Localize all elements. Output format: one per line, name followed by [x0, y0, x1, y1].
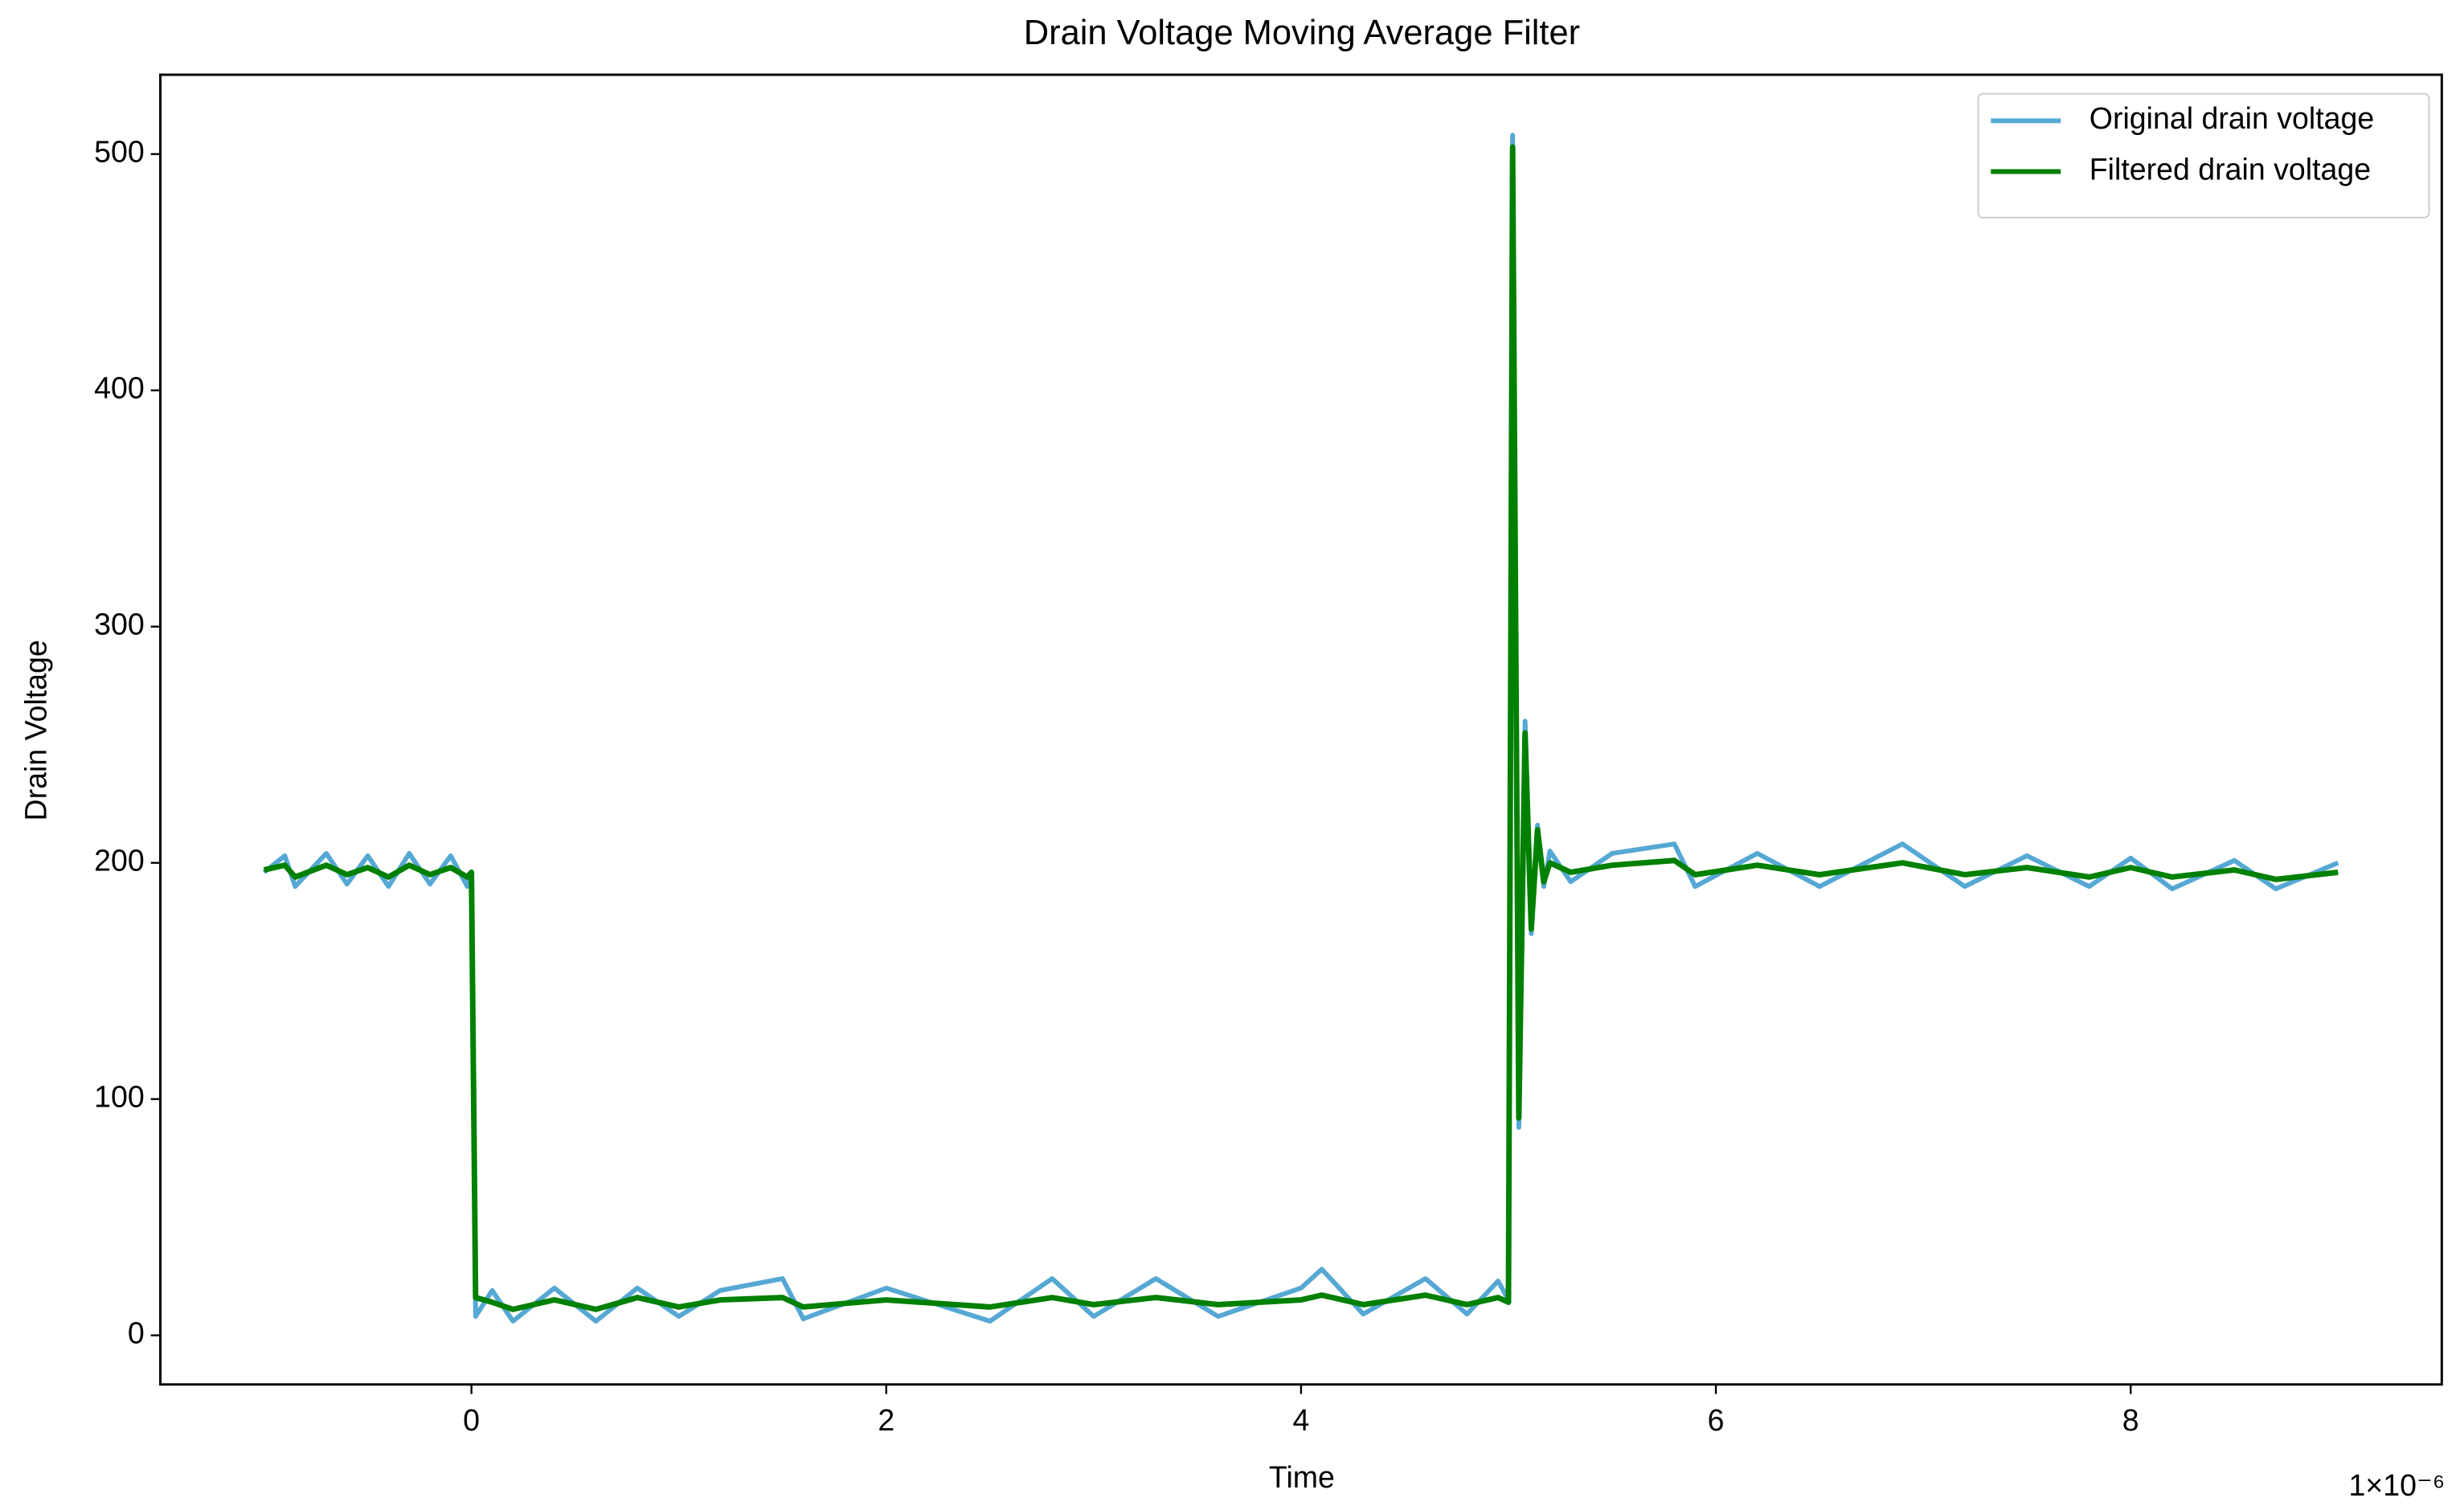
x-tick-label: 4: [1292, 1403, 1309, 1437]
chart-title: Drain Voltage Moving Average Filter: [1024, 14, 1580, 52]
legend-label: Filtered drain voltage: [2089, 152, 2371, 186]
series-line: [263, 144, 2339, 1312]
y-tick-label: 200: [94, 844, 145, 878]
x-offset-label: 1×10⁻⁶: [2349, 1468, 2446, 1502]
x-tick-label: 0: [463, 1403, 480, 1437]
plot-frame: [159, 73, 2443, 1386]
x-axis-label: Time: [1269, 1460, 1335, 1494]
y-tick-label: 500: [94, 135, 145, 169]
x-tick-label: 2: [878, 1403, 894, 1437]
y-tick-label: 300: [94, 608, 145, 641]
legend-box: [1977, 92, 2430, 219]
x-tick-label: 8: [2122, 1403, 2139, 1437]
series-line: [262, 133, 2339, 1324]
x-tick-label: 6: [1708, 1403, 1725, 1437]
y-tick-label: 0: [128, 1316, 145, 1350]
y-tick-label: 400: [94, 371, 145, 405]
y-axis-label: Drain Voltage: [18, 640, 52, 820]
legend-label: Original drain voltage: [2089, 101, 2375, 135]
y-tick-label: 100: [94, 1080, 145, 1114]
